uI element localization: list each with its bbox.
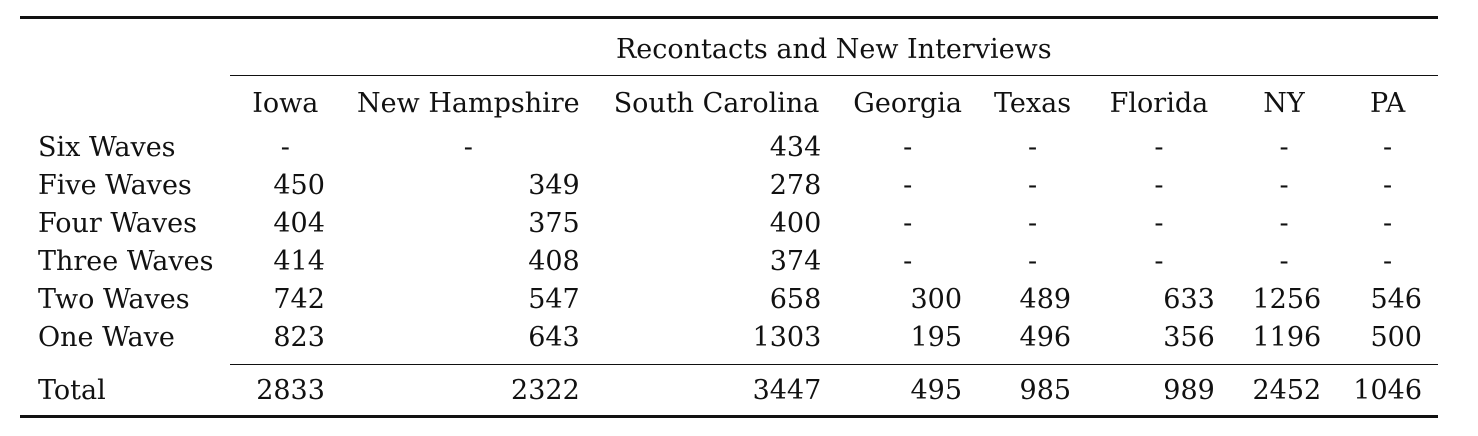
row-label: Five Waves — [38, 169, 192, 201]
table-row: One Wave 823 643 1303 195 496 356 1196 500 — [20, 318, 1438, 356]
column-header-texas: Texas — [994, 87, 1072, 119]
total-cell-texas: 985 — [1019, 374, 1072, 406]
group-rule-row — [20, 75, 1438, 76]
cell-new-hampshire: 349 — [528, 169, 580, 201]
cell-georgia: - — [903, 207, 913, 239]
cell-iowa: 823 — [273, 321, 325, 353]
cell-florida: 356 — [1163, 321, 1215, 353]
cell-new-hampshire: - — [463, 131, 473, 163]
cell-florida: - — [1154, 245, 1164, 277]
cell-new-hampshire: 408 — [528, 245, 580, 277]
table-row: Four Waves 404 375 400 - - - - - — [20, 204, 1438, 242]
cell-iowa: 404 — [273, 207, 325, 239]
cell-georgia: 195 — [910, 321, 963, 353]
cell-new-hampshire: 375 — [528, 207, 580, 239]
row-label: Three Waves — [38, 245, 214, 277]
table-row: Two Waves 742 547 658 300 489 633 1256 546 — [20, 280, 1438, 318]
column-header-florida: Florida — [1109, 87, 1209, 119]
cell-pa: 546 — [1370, 283, 1422, 315]
cell-south-carolina: 278 — [769, 169, 822, 201]
total-cell-iowa: 2833 — [256, 374, 325, 406]
recontacts-table: Recontacts and New Interviews Iowa New H… — [20, 16, 1438, 418]
cell-south-carolina: 400 — [769, 207, 822, 239]
cell-ny: - — [1279, 207, 1289, 239]
row-label: Two Waves — [38, 283, 190, 315]
cell-south-carolina: 1303 — [752, 321, 822, 353]
cell-florida: - — [1154, 207, 1164, 239]
cell-new-hampshire: 547 — [528, 283, 580, 315]
table-footer: Total 2833 2322 3447 495 985 989 2452 10… — [20, 356, 1438, 417]
cell-georgia: - — [903, 169, 913, 201]
cell-pa: - — [1383, 169, 1393, 201]
total-row: Total 2833 2322 3447 495 985 989 2452 10… — [20, 365, 1438, 417]
total-rule-row — [20, 364, 1438, 365]
cell-texas: - — [1027, 207, 1038, 239]
total-cell-ny: 2452 — [1252, 374, 1322, 406]
cell-pa: - — [1383, 131, 1393, 163]
cell-georgia: 300 — [910, 283, 963, 315]
cell-south-carolina: 658 — [769, 283, 822, 315]
row-label: Four Waves — [38, 207, 197, 239]
cell-iowa: 414 — [273, 245, 325, 277]
cell-florida: - — [1154, 131, 1164, 163]
cell-iowa: 742 — [273, 283, 325, 315]
cell-pa: - — [1383, 245, 1393, 277]
column-header-ny: NY — [1263, 87, 1305, 119]
total-rule — [229, 364, 1438, 365]
table-body: Six Waves - - 434 - - - - - Five Waves 450 349 278 - -… — [20, 128, 1438, 356]
cell-texas: - — [1027, 169, 1038, 201]
cell-texas: 496 — [1019, 321, 1072, 353]
table-row: Six Waves - - 434 - - - - - — [20, 128, 1438, 166]
cell-new-hampshire: 643 — [528, 321, 580, 353]
cell-ny: 1256 — [1252, 283, 1322, 315]
column-header-pa: PA — [1370, 87, 1406, 119]
cell-iowa: - — [280, 131, 290, 163]
cell-georgia: - — [903, 245, 913, 277]
cell-ny: - — [1279, 169, 1289, 201]
corner-cell — [20, 18, 230, 76]
total-cell-south-carolina: 3447 — [752, 374, 822, 406]
row-label-header — [20, 76, 230, 128]
row-label: One Wave — [38, 321, 175, 353]
cell-iowa: 450 — [273, 169, 325, 201]
cell-texas: 489 — [1019, 283, 1072, 315]
row-label: Six Waves — [38, 131, 176, 163]
group-header: Recontacts and New Interviews — [615, 33, 1052, 65]
cell-georgia: - — [903, 131, 913, 163]
cell-pa: - — [1383, 207, 1393, 239]
group-header-row: Recontacts and New Interviews — [20, 18, 1438, 76]
cell-florida: - — [1154, 169, 1164, 201]
cell-texas: - — [1027, 131, 1038, 163]
total-cell-new-hampshire: 2322 — [511, 374, 580, 406]
group-rule — [229, 75, 1438, 76]
cell-florida: 633 — [1163, 283, 1215, 315]
cell-south-carolina: 434 — [769, 131, 822, 163]
cell-ny: - — [1279, 131, 1289, 163]
table-row: Three Waves 414 408 374 - - - - - — [20, 242, 1438, 280]
column-header-georgia: Georgia — [853, 87, 963, 119]
column-header-south-carolina: South Carolina — [613, 87, 820, 119]
cell-pa: 500 — [1370, 321, 1422, 353]
total-cell-pa: 1046 — [1353, 374, 1422, 406]
column-header-new-hampshire: New Hampshire — [357, 87, 580, 119]
cell-texas: - — [1027, 245, 1038, 277]
cell-ny: 1196 — [1252, 321, 1322, 353]
column-header-iowa: Iowa — [252, 87, 319, 119]
cell-ny: - — [1279, 245, 1289, 277]
cell-south-carolina: 374 — [769, 245, 822, 277]
total-cell-georgia: 495 — [910, 374, 963, 406]
total-label: Total — [38, 374, 106, 406]
table-row: Five Waves 450 349 278 - - - - - — [20, 166, 1438, 204]
total-cell-florida: 989 — [1163, 374, 1215, 406]
column-header-row: Iowa New Hampshire South Carolina Georgi… — [20, 76, 1438, 128]
